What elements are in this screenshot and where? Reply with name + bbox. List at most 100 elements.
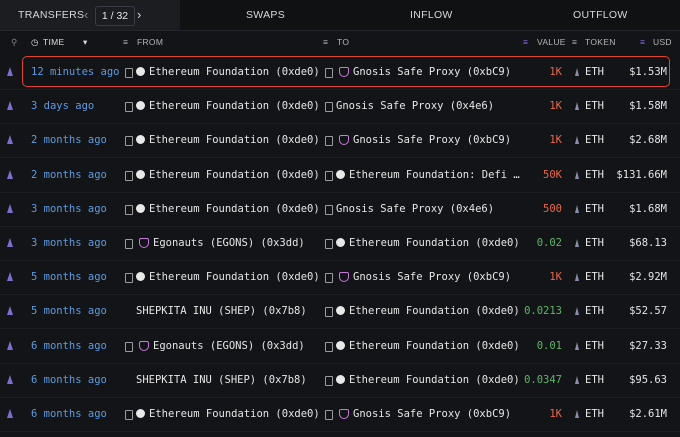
time: 6 months ago [31, 373, 107, 386]
doc-icon [125, 239, 133, 249]
pagination[interactable]: 1 / 32 [95, 6, 135, 26]
direction-icon [7, 340, 13, 350]
transfer-row[interactable]: 3 days ago Ethereum Foundation (0xde0) Gno… [0, 89, 680, 125]
from-entity: Ethereum Foundation (0xde0) [149, 168, 320, 181]
transfer-row[interactable]: 3 months ago Egonauts (EGONS) (0x3dd) Ethe… [0, 226, 680, 261]
from-entity: Ethereum Foundation (0xde0) [149, 202, 320, 215]
token: ETH [585, 305, 604, 318]
filter-icon[interactable]: ≡ [640, 37, 646, 47]
time: 6 months ago [31, 408, 107, 420]
entity-icon [339, 67, 349, 77]
usd: $2.61M [629, 408, 667, 420]
token: ETH [585, 202, 604, 215]
entity-icon [136, 67, 145, 76]
prev-page[interactable]: ‹ [84, 7, 89, 22]
col-to[interactable]: TO [337, 37, 350, 47]
entity-icon [136, 169, 145, 179]
filter-icon[interactable]: ≡ [572, 37, 578, 47]
entity-icon [139, 238, 149, 248]
from-entity: Ethereum Foundation (0xde0) [149, 100, 320, 113]
from-entity: Ethereum Foundation (0xde0) [149, 66, 320, 78]
filter-icon[interactable]: ≡ [323, 37, 329, 47]
transfer-row[interactable]: 6 months ago Ethereum Foundation (0xde0) G… [0, 397, 680, 432]
token-icon [575, 239, 579, 247]
token: ETH [585, 134, 604, 147]
value: 1K [549, 134, 562, 147]
doc-icon [125, 68, 133, 78]
token-icon [575, 204, 579, 213]
time: 12 minutes ago [31, 66, 120, 78]
transfer-row[interactable]: 5 months ago SHEPKITA INU (SHEP) (0x7b8) E… [0, 294, 680, 330]
time: 5 months ago [31, 305, 107, 318]
usd: $1.68M [629, 202, 667, 215]
next-page[interactable]: › [137, 7, 142, 22]
col-from[interactable]: FROM [137, 37, 164, 47]
tab-label[interactable]: TRANSFERS [18, 9, 85, 21]
direction-icon [7, 101, 13, 111]
doc-icon [325, 136, 333, 147]
from-entity: SHEPKITA INU (SHEP) (0x7b8) [136, 373, 307, 386]
direction-icon [7, 67, 13, 76]
filter-icon[interactable]: ≡ [523, 37, 529, 47]
doc-icon [125, 204, 133, 215]
tab-label[interactable]: INFLOW [410, 9, 453, 21]
transfer-row[interactable]: 2 months ago Ethereum Foundation (0xde0) E… [0, 158, 680, 193]
usd: $2.68M [629, 134, 667, 147]
doc-icon [125, 136, 133, 147]
token-icon [575, 375, 579, 384]
col-token[interactable]: TOKEN [585, 37, 616, 47]
to-entity: Gnosis Safe Proxy (0xbC9) [353, 408, 512, 420]
value: 500 [543, 202, 562, 215]
transfer-row[interactable]: 6 months ago Egonauts (EGONS) (0x3dd) Ethe… [0, 329, 680, 364]
token: ETH [585, 408, 604, 420]
doc-icon [325, 68, 333, 78]
value: 50K [543, 168, 562, 181]
entity-icon [139, 340, 149, 351]
to-entity: Ethereum Foundation (0xde0) [349, 237, 520, 249]
filter-icon[interactable]: ≡ [123, 37, 129, 47]
doc-icon [325, 102, 333, 113]
doc-icon [125, 102, 133, 113]
doc-icon [125, 341, 133, 352]
time: 6 months ago [31, 339, 107, 352]
sort-icon[interactable]: ▾ [83, 37, 88, 47]
entity-icon [136, 272, 145, 282]
tab-label[interactable]: OUTFLOW [573, 9, 628, 21]
col-usd[interactable]: USD [653, 37, 672, 47]
usd: $1.58M [629, 100, 667, 113]
transfer-row[interactable]: 5 months ago Ethereum Foundation (0xde0) G… [0, 260, 680, 296]
doc-icon [325, 375, 333, 386]
col-time[interactable]: TIME [43, 37, 65, 47]
to-entity: Ethereum Foundation: Defi … [349, 168, 520, 181]
time: 5 months ago [31, 271, 107, 284]
token: ETH [585, 168, 604, 181]
transfer-row[interactable]: 6 months ago SHEPKITA INU (SHEP) (0x7b8) E… [0, 363, 680, 398]
token: ETH [585, 373, 604, 386]
entity-icon [336, 169, 345, 179]
doc-icon [325, 204, 333, 215]
usd: $68.13 [629, 237, 667, 249]
to-entity: Ethereum Foundation (0xde0) [349, 339, 520, 352]
transfer-row[interactable]: 2 months ago Ethereum Foundation (0xde0) G… [0, 123, 680, 159]
doc-icon [325, 170, 333, 181]
direction-icon [7, 203, 13, 213]
direction-icon [7, 135, 13, 145]
value: 0.0347 [524, 373, 562, 386]
transfer-row[interactable]: 12 minutes ago Ethereum Foundation (0xde0… [0, 55, 680, 90]
tab-label[interactable]: SWAPS [246, 9, 286, 21]
direction-icon [7, 238, 13, 247]
entity-icon [336, 306, 345, 316]
col-value[interactable]: VALUE [537, 37, 566, 47]
token-icon [575, 68, 579, 76]
active-tab[interactable] [0, 0, 180, 30]
entity-icon [336, 374, 345, 384]
value: 1K [549, 66, 562, 78]
usd: $1.53M [629, 66, 667, 78]
direction-icon [7, 409, 13, 418]
value: 1K [549, 271, 562, 284]
transfer-row[interactable]: 3 months ago Ethereum Foundation (0xde0) G… [0, 192, 680, 227]
time: 3 months ago [31, 237, 107, 249]
token-icon [575, 136, 579, 145]
usd: $52.57 [629, 305, 667, 318]
usd: $131.66M [616, 168, 667, 181]
